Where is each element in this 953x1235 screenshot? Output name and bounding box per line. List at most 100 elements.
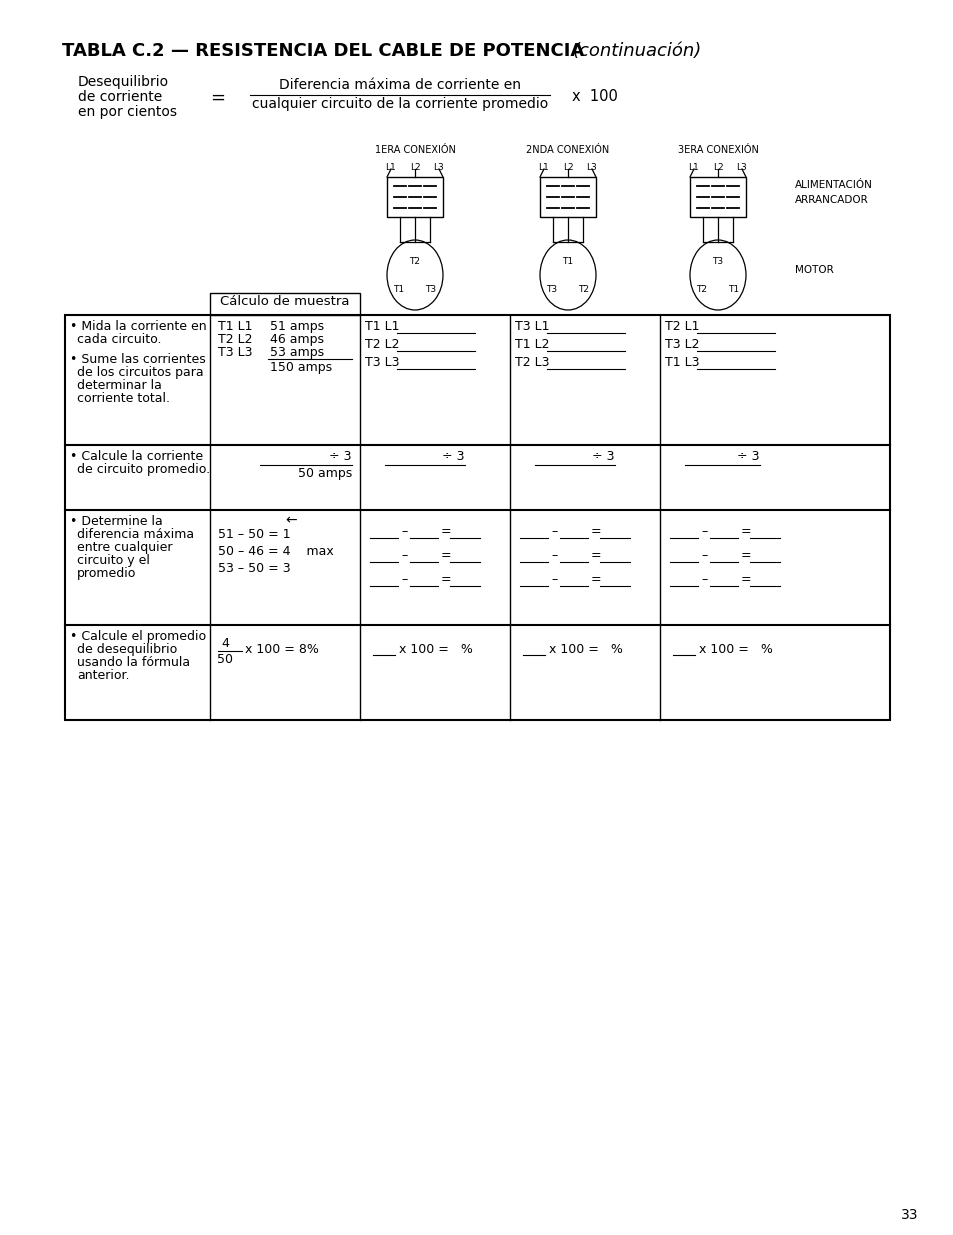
Text: –: – [551, 550, 557, 562]
Text: 150 amps: 150 amps [270, 361, 332, 374]
Text: –: – [551, 573, 557, 585]
Text: 50 amps: 50 amps [297, 467, 352, 480]
Text: T3 L3: T3 L3 [365, 356, 399, 369]
Text: 2NDA CONEXIÓN: 2NDA CONEXIÓN [526, 144, 609, 156]
Text: T2 L2: T2 L2 [365, 338, 399, 351]
Text: usando la fórmula: usando la fórmula [77, 656, 190, 669]
Text: 3ERA CONEXIÓN: 3ERA CONEXIÓN [677, 144, 758, 156]
Text: L2: L2 [562, 163, 573, 172]
Text: 51 – 50 = 1: 51 – 50 = 1 [218, 529, 291, 541]
Text: 46 amps: 46 amps [270, 333, 324, 346]
Text: T1: T1 [393, 284, 404, 294]
Text: =: = [210, 89, 225, 107]
Text: =: = [740, 573, 751, 585]
Text: ALIMENTACIÓN: ALIMENTACIÓN [794, 180, 872, 190]
Text: entre cualquier: entre cualquier [77, 541, 172, 555]
Text: T2: T2 [696, 284, 707, 294]
Text: T3 L3: T3 L3 [218, 346, 253, 359]
Text: (continuación): (continuación) [573, 42, 701, 61]
Text: • Mida la corriente en: • Mida la corriente en [70, 320, 207, 333]
Text: x 100 = 8%: x 100 = 8% [245, 643, 318, 656]
Text: 53 amps: 53 amps [270, 346, 324, 359]
Text: • Calcule la corriente: • Calcule la corriente [70, 450, 203, 463]
Text: TABLA C.2 — RESISTENCIA DEL CABLE DE POTENCIA: TABLA C.2 — RESISTENCIA DEL CABLE DE POT… [62, 42, 590, 61]
Text: =: = [740, 550, 751, 562]
Text: • Determine la: • Determine la [70, 515, 163, 529]
Text: T3 L2: T3 L2 [664, 338, 699, 351]
Text: –: – [700, 573, 706, 585]
Text: 4: 4 [221, 637, 229, 650]
Text: T1 L3: T1 L3 [664, 356, 699, 369]
Text: • Calcule el promedio: • Calcule el promedio [70, 630, 206, 643]
Text: • Sume las corrientes: • Sume las corrientes [70, 353, 206, 366]
Text: Desequilibrio: Desequilibrio [78, 75, 169, 89]
Text: anterior.: anterior. [77, 669, 130, 682]
Text: L3: L3 [434, 163, 444, 172]
Text: T1 L2: T1 L2 [515, 338, 549, 351]
Text: T1: T1 [728, 284, 739, 294]
Text: 50: 50 [216, 653, 233, 666]
Bar [539, 177, 596, 217]
Text: x  100: x 100 [572, 89, 618, 104]
Text: –: – [700, 525, 706, 538]
Text: x 100 =   %: x 100 = % [398, 643, 473, 656]
Text: T1: T1 [562, 257, 573, 266]
Text: ÷ 3: ÷ 3 [737, 450, 760, 463]
Text: T2 L3: T2 L3 [515, 356, 549, 369]
Text: –: – [400, 573, 407, 585]
Text: T2 L2: T2 L2 [218, 333, 253, 346]
Bar [387, 177, 442, 217]
Text: L1: L1 [385, 163, 395, 172]
Text: =: = [590, 525, 601, 538]
Text: diferencia máxima: diferencia máxima [77, 529, 193, 541]
Bar [689, 177, 745, 217]
Text: MOTOR: MOTOR [794, 266, 833, 275]
Text: 53 – 50 = 3: 53 – 50 = 3 [218, 562, 291, 576]
Text: ÷ 3: ÷ 3 [442, 450, 464, 463]
Text: T1 L1: T1 L1 [218, 320, 253, 333]
Text: –: – [551, 525, 557, 538]
Text: 51 amps: 51 amps [270, 320, 324, 333]
Text: T1 L1: T1 L1 [365, 320, 399, 333]
Text: L1: L1 [688, 163, 699, 172]
Text: de corriente: de corriente [78, 90, 162, 104]
Text: =: = [440, 525, 451, 538]
Text: L3: L3 [586, 163, 597, 172]
Text: corriente total.: corriente total. [77, 391, 170, 405]
Text: de circuito promedio.: de circuito promedio. [77, 463, 210, 475]
Text: Cálculo de muestra: Cálculo de muestra [220, 295, 350, 308]
Text: promedio: promedio [77, 567, 136, 580]
Text: 33: 33 [901, 1208, 918, 1221]
Text: –: – [400, 525, 407, 538]
Text: –: – [400, 550, 407, 562]
Text: circuito y el: circuito y el [77, 555, 150, 567]
Text: T2 L1: T2 L1 [664, 320, 699, 333]
Text: de desequilibrio: de desequilibrio [77, 643, 177, 656]
Text: –: – [700, 550, 706, 562]
Text: =: = [440, 573, 451, 585]
Text: T3: T3 [425, 284, 436, 294]
Text: T3: T3 [546, 284, 557, 294]
Bar [210, 293, 359, 315]
Bar [65, 315, 889, 720]
Text: L1: L1 [538, 163, 549, 172]
Text: cualquier circuito de la corriente promedio: cualquier circuito de la corriente prome… [252, 98, 548, 111]
Text: en por cientos: en por cientos [78, 105, 177, 119]
Text: x 100 =   %: x 100 = % [548, 643, 622, 656]
Text: T2: T2 [409, 257, 420, 266]
Text: x 100 =   %: x 100 = % [699, 643, 772, 656]
Text: T3 L1: T3 L1 [515, 320, 549, 333]
Text: ÷ 3: ÷ 3 [592, 450, 615, 463]
Text: L3: L3 [736, 163, 746, 172]
Text: T3: T3 [712, 257, 722, 266]
Text: cada circuito.: cada circuito. [77, 333, 161, 346]
Text: de los circuitos para: de los circuitos para [77, 366, 203, 379]
Text: 50 – 46 = 4    max: 50 – 46 = 4 max [218, 545, 334, 558]
Text: T2: T2 [578, 284, 589, 294]
Text: =: = [590, 550, 601, 562]
Text: 1ERA CONEXIÓN: 1ERA CONEXIÓN [375, 144, 455, 156]
Text: ARRANCADOR: ARRANCADOR [794, 195, 868, 205]
Text: ←: ← [285, 513, 296, 527]
Text: =: = [440, 550, 451, 562]
Text: =: = [590, 573, 601, 585]
